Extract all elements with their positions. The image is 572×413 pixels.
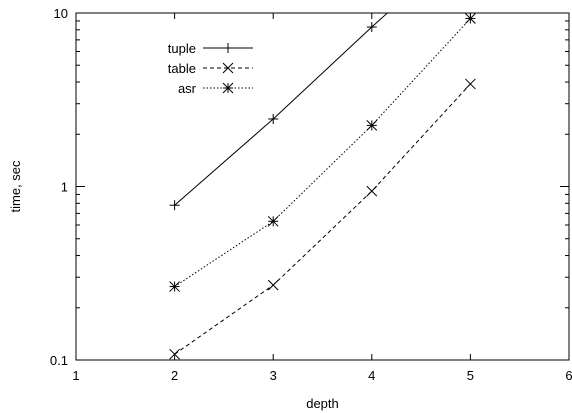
data-point-asterisk — [222, 82, 234, 94]
data-point-plus — [268, 113, 279, 124]
legend-label: table — [168, 61, 196, 76]
y-axis-title: time, sec — [8, 160, 23, 213]
y-tick-label: 0.1 — [50, 353, 68, 368]
series-layer — [169, 13, 476, 360]
series-line-asr — [174, 18, 471, 287]
series-asr — [169, 13, 476, 292]
data-point-cross — [465, 78, 476, 90]
data-point-asterisk — [267, 215, 279, 227]
series-line-table — [174, 83, 471, 355]
axes: 1 2 3 4 5 6 0.1 1 10 — [50, 6, 572, 383]
legend-item-asr: asr — [178, 81, 253, 96]
data-point-asterisk — [366, 120, 378, 131]
y-tick-label: 10 — [54, 6, 68, 21]
y-tick-label: 1 — [61, 180, 68, 195]
legend-label: asr — [178, 81, 197, 96]
x-tick-label: 3 — [270, 368, 277, 383]
x-tick-label: 2 — [171, 368, 178, 383]
data-point-cross — [267, 279, 279, 291]
legend-label: tuple — [168, 41, 196, 56]
data-point-asterisk — [465, 13, 476, 24]
series-tuple — [169, 13, 389, 211]
x-tick-label: 5 — [467, 368, 474, 383]
legend-item-tuple: tuple — [168, 41, 253, 56]
legend: tuple table asr — [168, 41, 253, 96]
data-point-plus — [169, 200, 180, 211]
series-line-tuple — [174, 13, 389, 206]
x-tick-label: 4 — [368, 368, 375, 383]
series-table — [169, 78, 476, 360]
data-point-cross — [169, 348, 180, 360]
x-tick-label: 1 — [72, 368, 79, 383]
x-tick-label: 6 — [565, 368, 572, 383]
data-point-plus — [223, 43, 233, 53]
plot-frame — [75, 12, 570, 361]
data-point-cross — [366, 185, 378, 197]
data-point-plus — [366, 22, 377, 33]
legend-item-table: table — [168, 61, 253, 76]
data-point-asterisk — [169, 281, 180, 292]
plot-area — [75, 12, 570, 361]
data-point-cross — [222, 62, 234, 74]
x-axis-title: depth — [306, 396, 339, 411]
